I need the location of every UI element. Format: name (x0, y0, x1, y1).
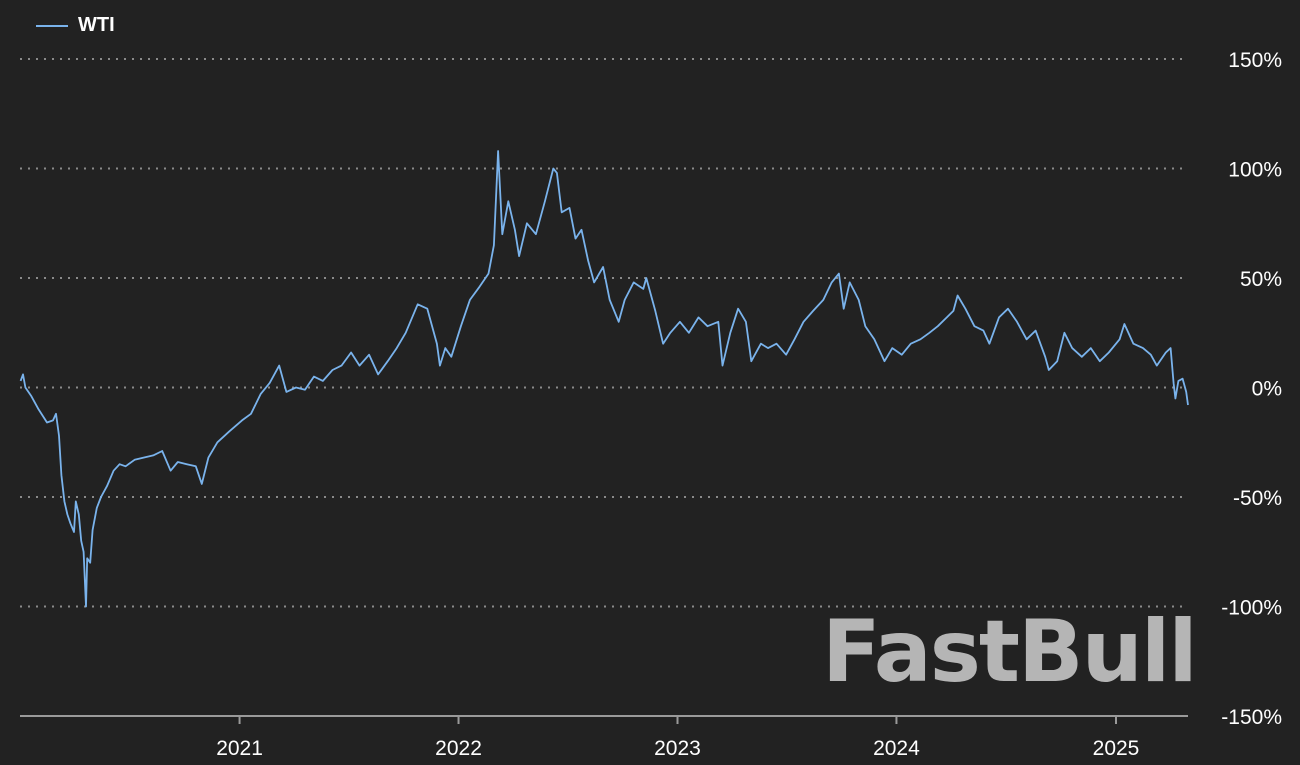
fastbull-watermark: FastBull (822, 602, 1198, 702)
y-tick-label: 100% (1228, 159, 1282, 182)
y-tick-label: 0% (1252, 378, 1282, 401)
y-tick-label: -50% (1233, 487, 1282, 510)
x-tick-label: 2023 (654, 737, 701, 760)
y-axis-labels: 150% 100% 50% 0% -50% -100% -150% (1221, 49, 1282, 729)
x-axis: 2021 2022 2023 2024 2025 (20, 715, 1188, 760)
series-line-wti[interactable] (19, 150, 1189, 608)
y-tick-label: -150% (1221, 706, 1282, 729)
legend-swatch-wti (36, 24, 68, 27)
legend-label-wti: WTI (78, 14, 115, 36)
grid-lines (20, 58, 1188, 608)
series-wti (19, 150, 1189, 608)
y-tick-label: 150% (1228, 49, 1282, 72)
legend[interactable]: WTI (36, 14, 115, 37)
x-tick-label: 2021 (216, 737, 263, 760)
y-tick-label: 50% (1240, 268, 1282, 291)
x-tick-label: 2025 (1093, 737, 1140, 760)
x-tick-label: 2022 (435, 737, 482, 760)
x-tick-label: 2024 (873, 737, 920, 760)
y-tick-label: -100% (1221, 597, 1282, 620)
